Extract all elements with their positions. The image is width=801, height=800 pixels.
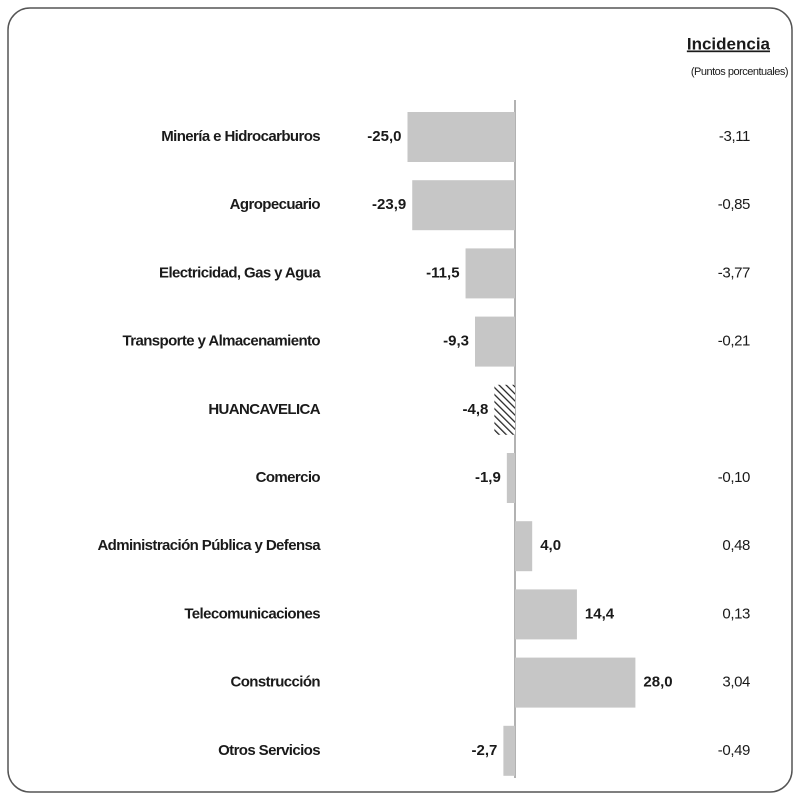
bar — [475, 316, 515, 367]
incidence-value: -0,49 — [718, 742, 750, 759]
incidence-value: -0,10 — [718, 469, 750, 486]
incidence-value: -3,11 — [719, 128, 750, 145]
incidence-subtitle: (Puntos porcentuales) — [691, 66, 788, 78]
frame — [7, 7, 793, 793]
bar — [515, 589, 577, 640]
category-label: Otros Servicios — [218, 742, 320, 759]
incidence-value: -0,21 — [718, 333, 750, 350]
value-label: 28,0 — [643, 674, 672, 691]
bar — [412, 180, 515, 231]
category-label: Minería e Hidrocarburos — [161, 128, 320, 145]
value-label: -11,5 — [426, 264, 459, 281]
category-label: Construcción — [231, 674, 321, 691]
value-label: 14,4 — [585, 605, 615, 622]
category-label: HUANCAVELICA — [208, 401, 320, 418]
value-label: -4,8 — [463, 401, 489, 418]
category-label: Administración Pública y Defensa — [97, 537, 321, 554]
value-label: -9,3 — [443, 333, 469, 350]
value-label: -23,9 — [372, 196, 406, 213]
incidence-value: -3,77 — [718, 264, 750, 281]
bar — [407, 112, 515, 162]
bar — [494, 384, 515, 435]
incidence-value: 0,48 — [722, 537, 750, 554]
category-label: Electricidad, Gas y Agua — [159, 264, 321, 281]
bar — [515, 657, 636, 708]
value-label: -1,9 — [475, 469, 501, 486]
bar — [503, 725, 515, 776]
category-label: Agropecuario — [230, 196, 321, 213]
value-label: -2,7 — [472, 742, 498, 759]
incidence-value: -0,85 — [718, 196, 750, 213]
category-label: Transporte y Almacenamiento — [123, 333, 321, 350]
bar — [506, 453, 515, 503]
bar — [515, 521, 533, 572]
value-label: 4,0 — [540, 537, 561, 554]
category-label: Telecomunicaciones — [184, 605, 320, 622]
incidence-value: 0,13 — [722, 605, 750, 622]
value-label: -25,0 — [367, 128, 401, 145]
incidence-title: Incidencia — [687, 34, 771, 53]
bar — [465, 248, 515, 299]
category-label: Comercio — [256, 469, 321, 486]
incidence-value: 3,04 — [722, 674, 750, 691]
